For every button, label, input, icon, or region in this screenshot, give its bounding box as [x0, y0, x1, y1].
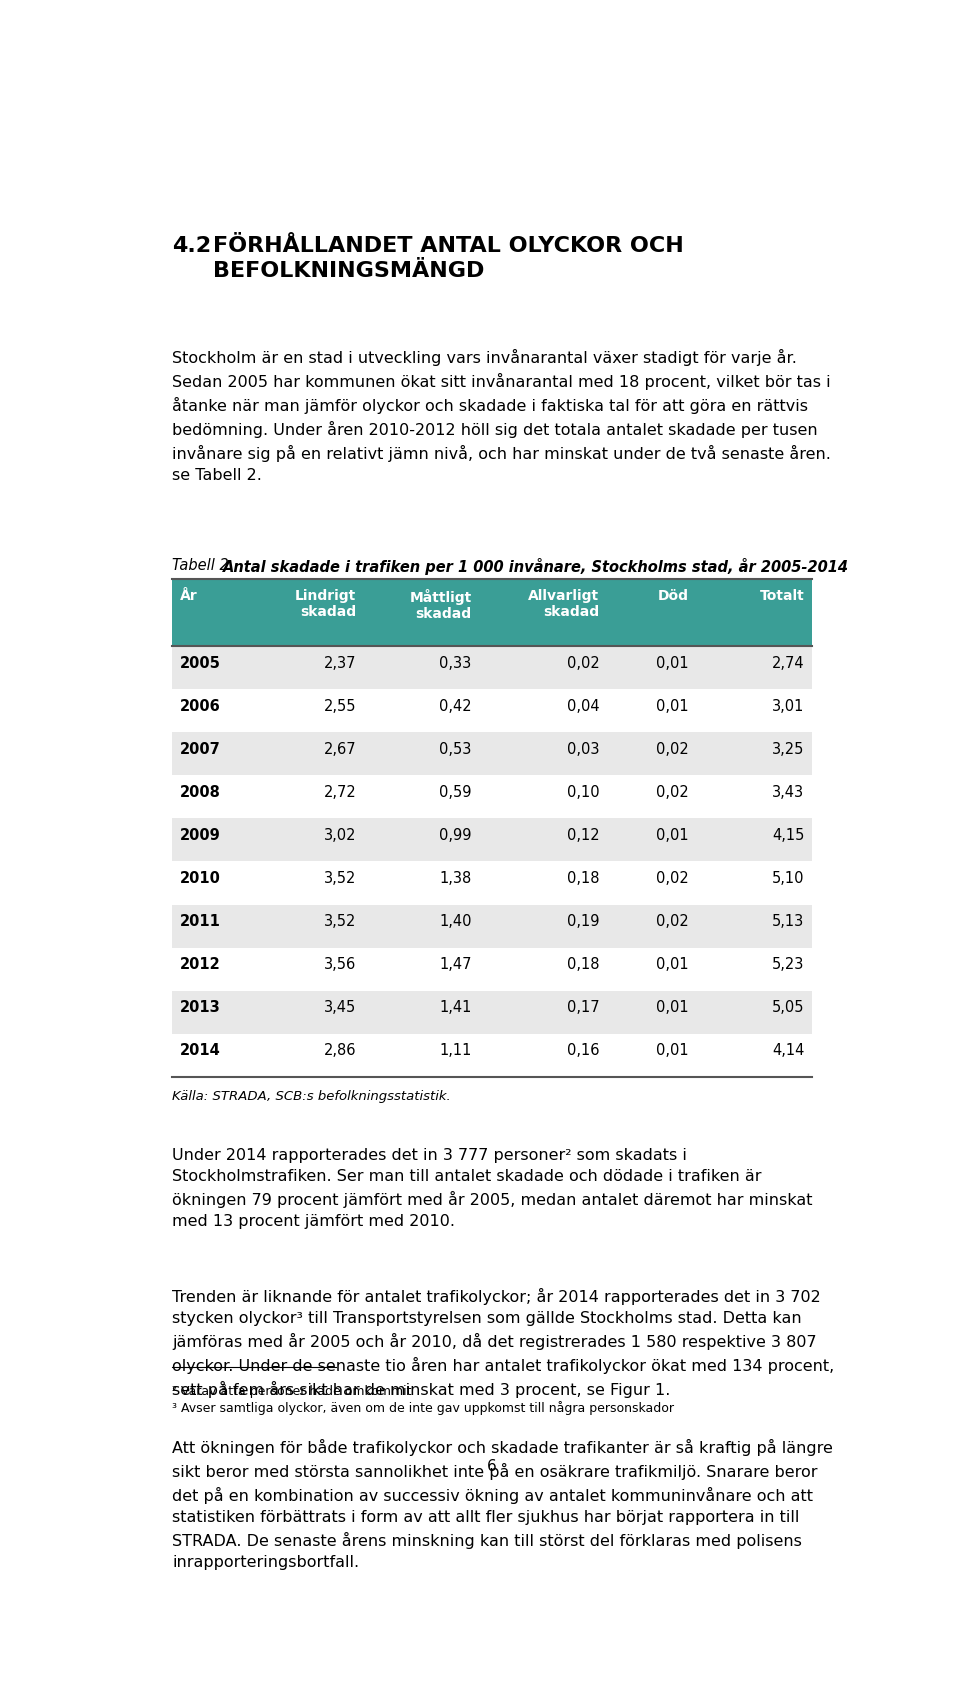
Text: 0,04: 0,04	[566, 699, 599, 713]
Text: 0,18: 0,18	[567, 957, 599, 972]
Text: 2,55: 2,55	[324, 699, 356, 713]
Text: 0,01: 0,01	[657, 655, 689, 670]
Text: 2009: 2009	[180, 828, 221, 843]
Text: Trenden är liknande för antalet trafikolyckor; år 2014 rapporterades det in 3 70: Trenden är liknande för antalet trafikol…	[172, 1288, 834, 1398]
Text: Källa: STRADA, SCB:s befolkningsstatistik.: Källa: STRADA, SCB:s befolkningsstatisti…	[172, 1090, 451, 1102]
Text: Under 2014 rapporterades det in 3 777 personer² som skadats i
Stockholmstrafiken: Under 2014 rapporterades det in 3 777 pe…	[172, 1148, 812, 1229]
Text: 4,14: 4,14	[772, 1043, 804, 1058]
Text: 0,02: 0,02	[657, 870, 689, 885]
Text: 0,02: 0,02	[657, 914, 689, 929]
Text: Totalt: Totalt	[759, 589, 804, 603]
Text: 3,56: 3,56	[324, 957, 356, 972]
Text: 5,23: 5,23	[772, 957, 804, 972]
Text: Tabell 2: Tabell 2	[172, 557, 233, 572]
Text: 2,86: 2,86	[324, 1043, 356, 1058]
Text: 0,02: 0,02	[566, 655, 599, 670]
Bar	[172, 733, 812, 775]
Text: 3,52: 3,52	[324, 870, 356, 885]
Text: Antal skadade i trafiken per 1 000 invånare, Stockholms stad, år 2005-2014: Antal skadade i trafiken per 1 000 invån…	[223, 557, 849, 574]
Bar	[172, 818, 812, 862]
Text: 0,12: 0,12	[566, 828, 599, 843]
Text: 0,01: 0,01	[657, 828, 689, 843]
Bar	[172, 948, 812, 990]
Text: 3,43: 3,43	[772, 784, 804, 799]
Text: Död: Död	[658, 589, 689, 603]
Text: 2,37: 2,37	[324, 655, 356, 670]
Text: Att ökningen för både trafikolyckor och skadade trafikanter är så kraftig på län: Att ökningen för både trafikolyckor och …	[172, 1439, 833, 1569]
Text: 2011: 2011	[180, 914, 221, 929]
Text: 0,02: 0,02	[657, 742, 689, 757]
Text: 2013: 2013	[180, 999, 221, 1014]
Text: 0,59: 0,59	[439, 784, 471, 799]
Text: Måttligt
skadad: Måttligt skadad	[409, 589, 471, 621]
Text: 3,45: 3,45	[324, 999, 356, 1014]
Text: ² Varav åtta personer hade omkommit: ² Varav åtta personer hade omkommit	[172, 1385, 412, 1398]
Text: Allvarligt
skadad: Allvarligt skadad	[528, 589, 599, 620]
Text: 2014: 2014	[180, 1043, 221, 1058]
Text: 0,16: 0,16	[567, 1043, 599, 1058]
Text: 1,38: 1,38	[440, 870, 471, 885]
Text: 3,25: 3,25	[772, 742, 804, 757]
Text: 3,02: 3,02	[324, 828, 356, 843]
Text: 4.2: 4.2	[172, 235, 211, 256]
Bar	[172, 775, 812, 818]
Text: 0,17: 0,17	[566, 999, 599, 1014]
Bar	[172, 862, 812, 904]
Bar	[172, 904, 812, 948]
Text: 2012: 2012	[180, 957, 221, 972]
Text: Lindrigt
skadad: Lindrigt skadad	[295, 589, 356, 620]
Text: Stockholm är en stad i utveckling vars invånarantal växer stadigt för varje år.
: Stockholm är en stad i utveckling vars i…	[172, 349, 831, 483]
Bar	[172, 990, 812, 1033]
Text: 0,53: 0,53	[439, 742, 471, 757]
Text: 1,41: 1,41	[439, 999, 471, 1014]
Text: 2,72: 2,72	[324, 784, 356, 799]
Text: 2010: 2010	[180, 870, 221, 885]
Text: 2008: 2008	[180, 784, 221, 799]
Bar	[172, 647, 812, 689]
Text: 0,33: 0,33	[440, 655, 471, 670]
Text: 3,01: 3,01	[772, 699, 804, 713]
Bar	[172, 579, 812, 647]
Text: År: År	[180, 589, 198, 603]
Text: 1,40: 1,40	[439, 914, 471, 929]
Text: 0,02: 0,02	[657, 784, 689, 799]
Text: 5,13: 5,13	[772, 914, 804, 929]
Text: 1,47: 1,47	[439, 957, 471, 972]
Bar	[172, 1033, 812, 1077]
Text: 3,52: 3,52	[324, 914, 356, 929]
Text: 4,15: 4,15	[772, 828, 804, 843]
Text: 2,74: 2,74	[772, 655, 804, 670]
Text: ³ Avser samtliga olyckor, även om de inte gav uppkomst till några personskador: ³ Avser samtliga olyckor, även om de int…	[172, 1402, 674, 1415]
Text: 0,19: 0,19	[567, 914, 599, 929]
Text: 6: 6	[487, 1459, 497, 1473]
Text: 1,11: 1,11	[439, 1043, 471, 1058]
Text: 0,42: 0,42	[439, 699, 471, 713]
Text: 0,01: 0,01	[657, 699, 689, 713]
Text: 0,01: 0,01	[657, 999, 689, 1014]
Text: 0,03: 0,03	[567, 742, 599, 757]
Text: 0,01: 0,01	[657, 1043, 689, 1058]
Text: FÖRHÅLLANDET ANTAL OLYCKOR OCH
BEFOLKNINGSMÄNGD: FÖRHÅLLANDET ANTAL OLYCKOR OCH BEFOLKNIN…	[213, 235, 684, 281]
Text: 5,05: 5,05	[772, 999, 804, 1014]
Text: 2,67: 2,67	[324, 742, 356, 757]
Text: 0,18: 0,18	[567, 870, 599, 885]
Text: 2005: 2005	[180, 655, 221, 670]
Text: 0,01: 0,01	[657, 957, 689, 972]
Bar	[172, 689, 812, 733]
Text: 0,99: 0,99	[439, 828, 471, 843]
Text: 5,10: 5,10	[772, 870, 804, 885]
Text: 0,10: 0,10	[566, 784, 599, 799]
Text: 2007: 2007	[180, 742, 221, 757]
Text: 2006: 2006	[180, 699, 221, 713]
